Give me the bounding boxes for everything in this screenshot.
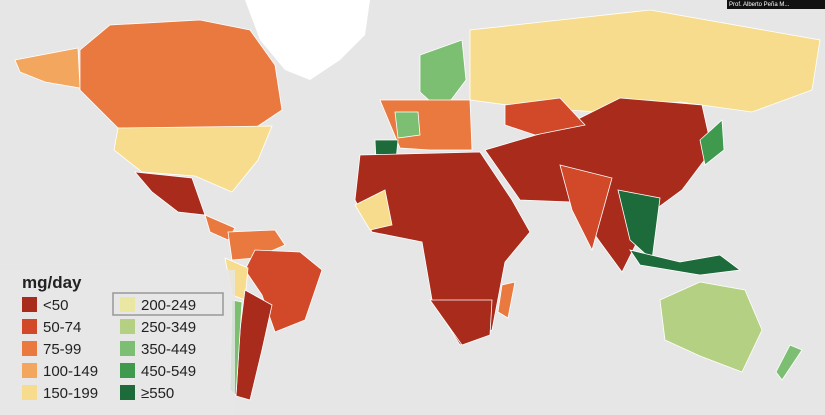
legend-label: 150-199 [43, 385, 98, 402]
scandinavia [419, 39, 467, 113]
legend-label: 200-249 [141, 297, 196, 314]
legend-bg [0, 270, 235, 415]
madagascar [497, 281, 516, 319]
southern-africa [429, 299, 493, 346]
alaska [14, 47, 81, 89]
west-africa [354, 189, 393, 231]
legend-swatch [22, 341, 37, 356]
japan [699, 119, 725, 166]
caption: Prof. Alberto Peña M... [729, 2, 790, 8]
legend-swatch [120, 297, 135, 312]
mexico [134, 171, 206, 216]
regions [14, 9, 821, 401]
legend-title: mg/day [22, 273, 82, 292]
legend-label: 50-74 [43, 319, 81, 336]
canada [79, 19, 283, 129]
indonesia [629, 249, 742, 276]
central-america [204, 214, 236, 241]
caption-bg [727, 0, 825, 9]
brazil [244, 249, 323, 333]
legend-swatch [22, 319, 37, 334]
legend-swatch [120, 385, 135, 400]
legend-swatch [120, 363, 135, 378]
legend-label: ≥550 [141, 385, 174, 402]
greenland [245, 0, 370, 80]
legend-label: 450-549 [141, 363, 196, 380]
legend: <50 50-74 75-99 100-149 150-199 200-249 250-34… [22, 297, 196, 402]
legend-label: 75-99 [43, 341, 81, 358]
legend-swatch [22, 297, 37, 312]
legend-swatch [120, 341, 135, 356]
legend-swatch [22, 385, 37, 400]
legend-swatch [120, 319, 135, 334]
new-zealand [775, 344, 803, 381]
legend-label: 350-449 [141, 341, 196, 358]
legend-label: 250-349 [141, 319, 196, 336]
legend-highlight [112, 292, 224, 316]
australia [659, 281, 763, 373]
russia [469, 9, 821, 113]
india [559, 164, 613, 252]
legend-swatch [22, 363, 37, 378]
legend-label: <50 [43, 297, 68, 314]
legend-label: 100-149 [43, 363, 98, 380]
usa [113, 125, 273, 193]
kazakhstan [504, 97, 586, 136]
france [394, 111, 421, 139]
